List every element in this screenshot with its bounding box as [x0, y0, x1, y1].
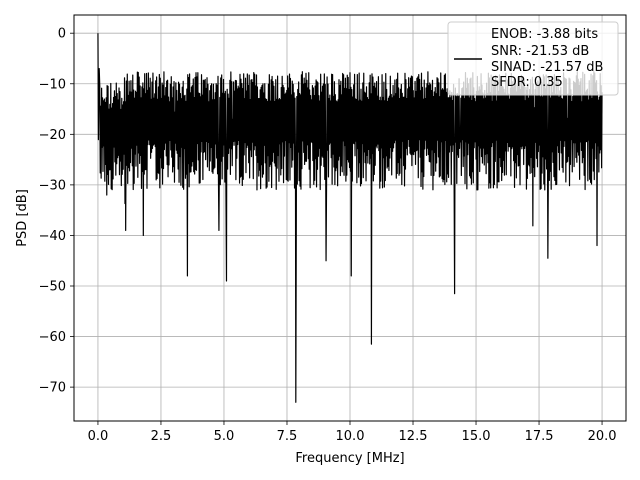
- y-tick-label: −40: [39, 229, 66, 244]
- x-tick-label: 10.0: [336, 429, 365, 444]
- x-axis-ticks: 0.0 2.5 5.0 7.5 10.0 12.5 15.0 17.5 20.0: [88, 421, 617, 444]
- legend-entry-sfdr: SFDR: 0.35: [491, 75, 563, 90]
- x-tick-label: 20.0: [588, 429, 617, 444]
- y-tick-label: −20: [39, 128, 66, 143]
- y-tick-label: −10: [39, 77, 66, 92]
- plot-area: [97, 33, 603, 403]
- legend-entry-enob: ENOB: -3.88 bits: [491, 27, 598, 42]
- x-tick-label: 12.5: [399, 429, 428, 444]
- legend-entry-sinad: SINAD: -21.57 dB: [491, 60, 603, 75]
- x-tick-label: 7.5: [277, 429, 298, 444]
- y-tick-label: −30: [39, 178, 66, 193]
- y-tick-label: 0: [58, 27, 66, 42]
- y-tick-label: −50: [39, 280, 66, 295]
- y-axis-ticks: 0 −10 −20 −30 −40 −50 −60 −70: [39, 27, 74, 396]
- legend-box: [447, 21, 619, 96]
- x-axis-label: Frequency [MHz]: [295, 451, 404, 466]
- x-tick-label: 5.0: [214, 429, 235, 444]
- y-axis-label: PSD [dB]: [15, 189, 30, 247]
- psd-series-line: [97, 33, 603, 403]
- legend-entry-snr: SNR: -21.53 dB: [491, 44, 589, 59]
- x-tick-label: 15.0: [462, 429, 491, 444]
- legend: ENOB: -3.88 bits SNR: -21.53 dB SINAD: -…: [447, 21, 619, 96]
- x-tick-label: 0.0: [88, 429, 109, 444]
- y-tick-label: −70: [39, 381, 66, 396]
- x-tick-label: 2.5: [151, 429, 172, 444]
- x-tick-label: 17.5: [525, 429, 554, 444]
- y-tick-label: −60: [39, 330, 66, 345]
